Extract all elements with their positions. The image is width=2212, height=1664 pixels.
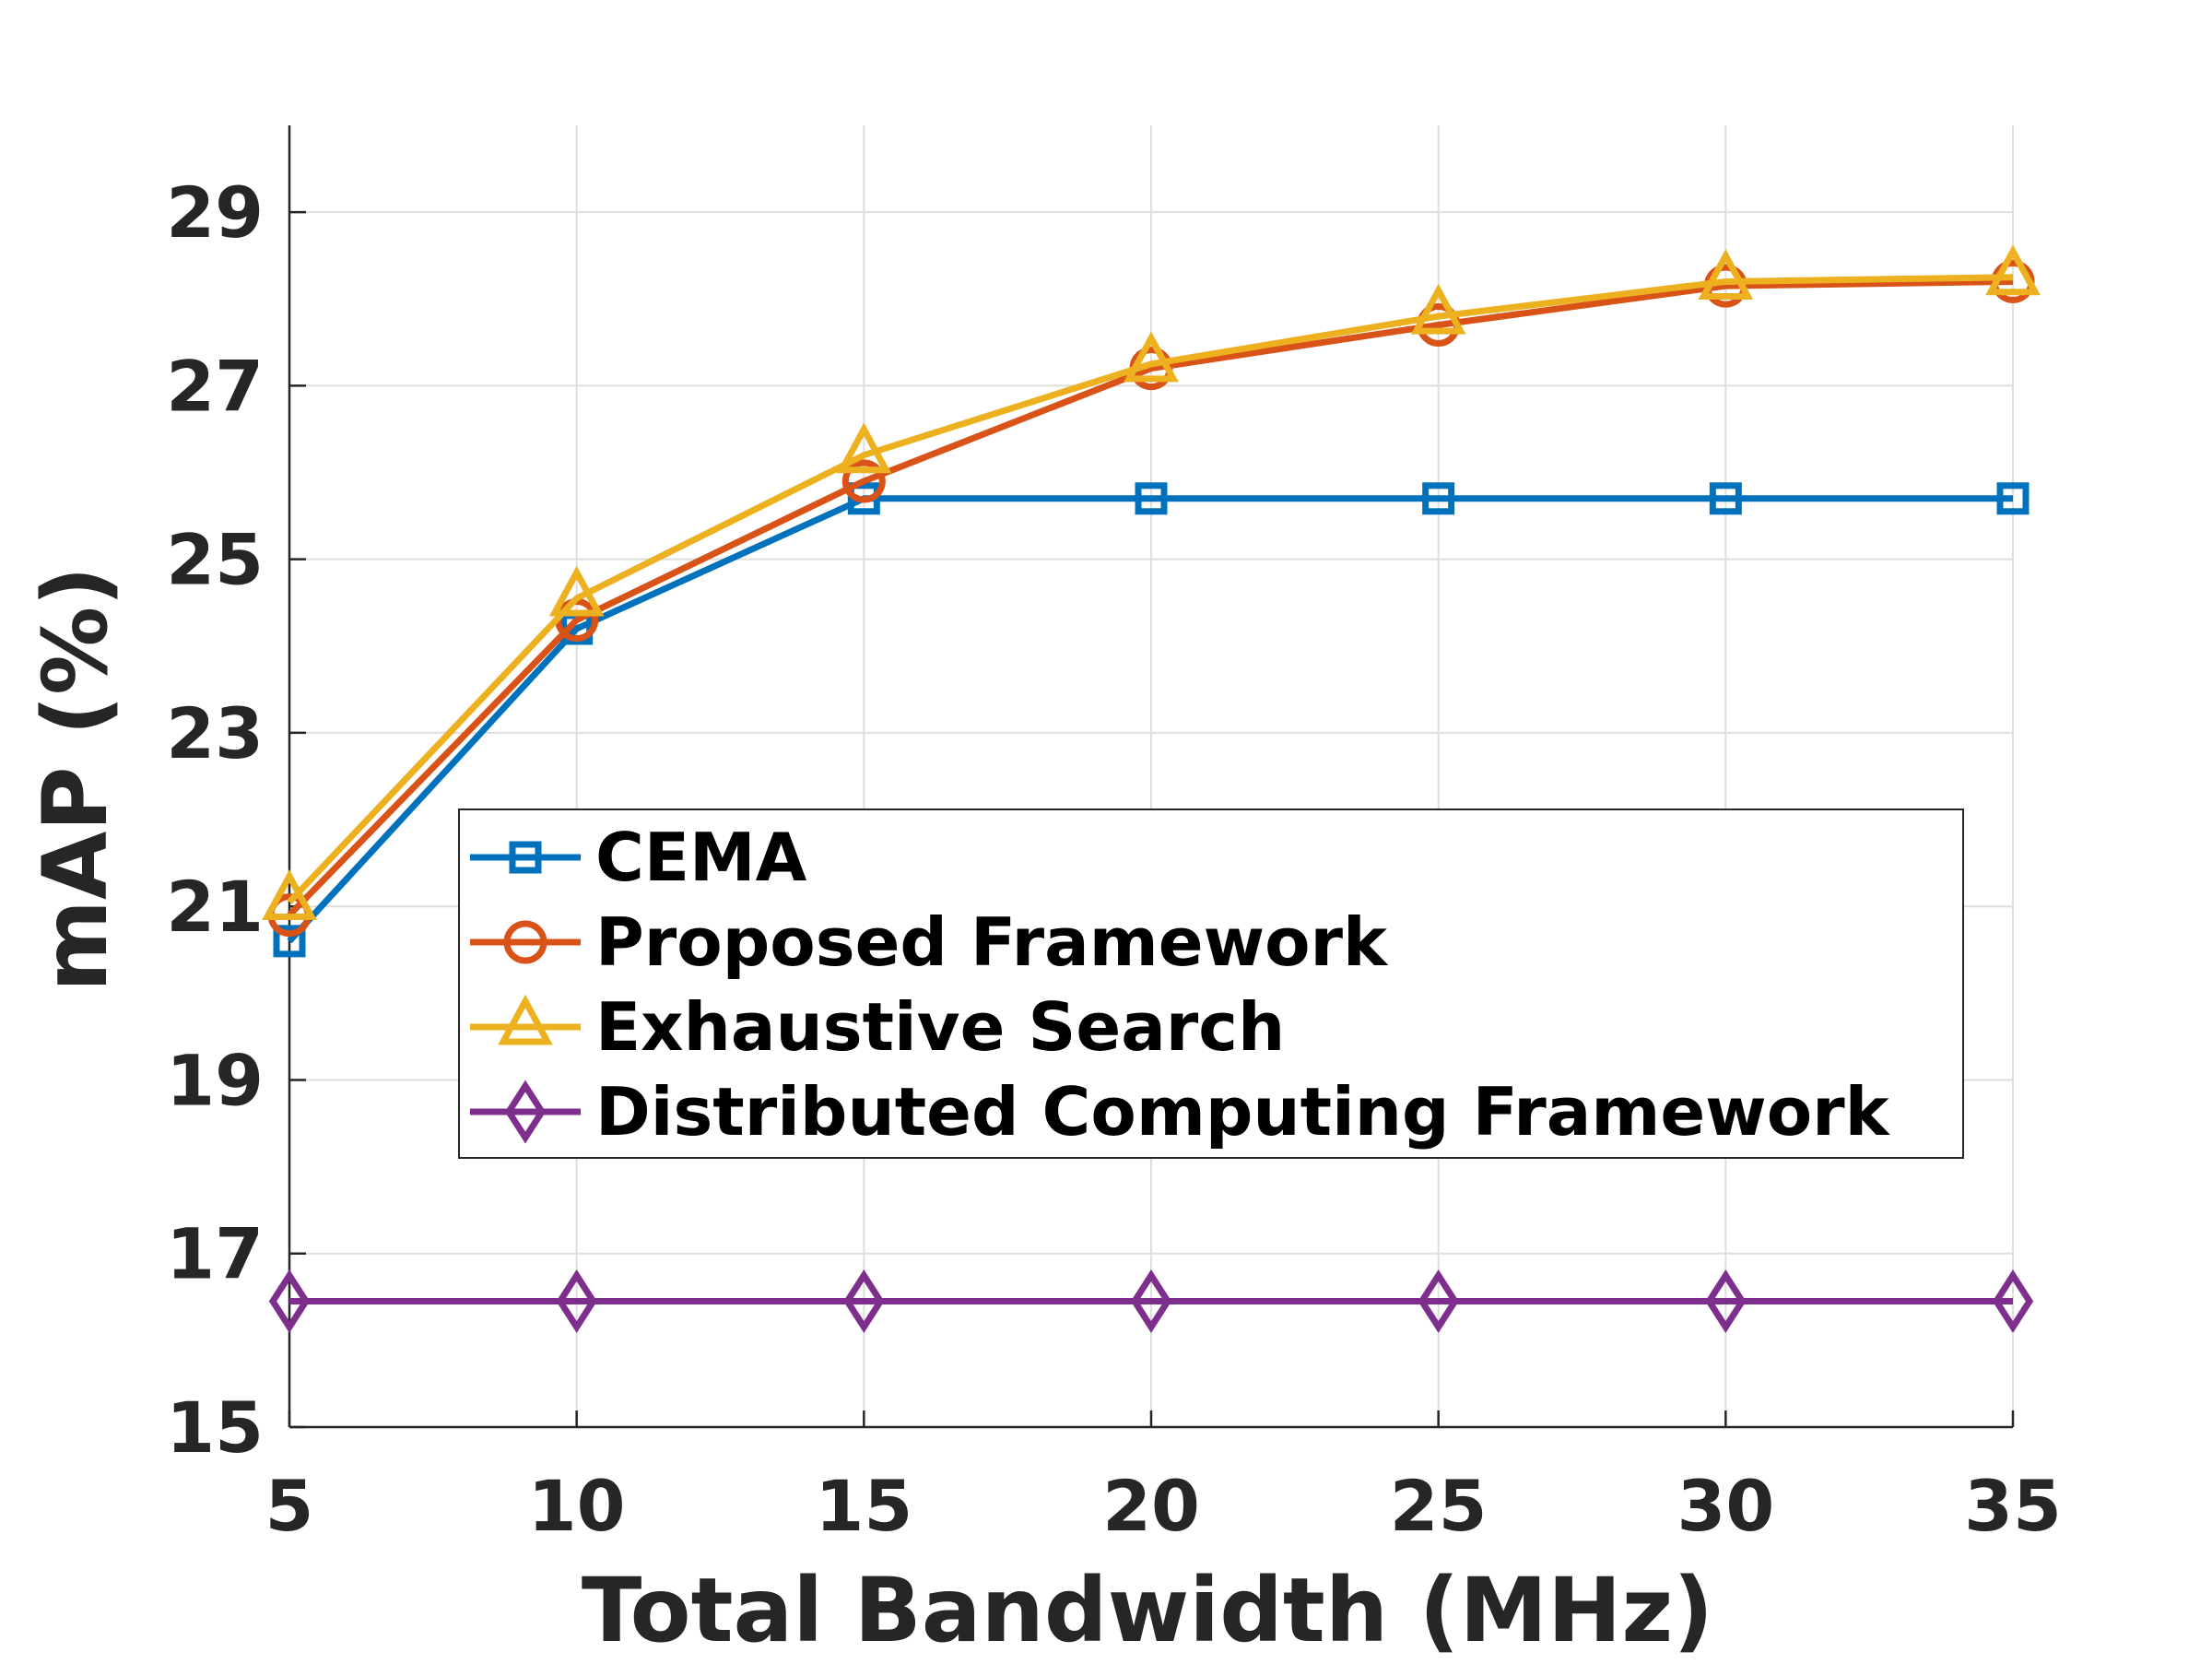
y-axis-title: mAP (%) [24, 566, 127, 992]
y-tick-label: 25 [166, 519, 264, 601]
y-tick-label: 15 [166, 1387, 264, 1469]
x-tick-label: 20 [1102, 1465, 1200, 1547]
legend-marker-triangle [498, 994, 553, 1045]
data-point-diamond [1705, 1269, 1747, 1333]
x-tick-label: 30 [1677, 1465, 1774, 1547]
legend-label: Exhaustive Search [595, 988, 1285, 1066]
y-tick-label: 29 [166, 171, 264, 254]
y-tick-label: 27 [166, 345, 264, 427]
x-tick-label: 25 [1390, 1465, 1488, 1547]
data-point-triangle [548, 565, 605, 617]
legend-label: Proposed Framework [595, 903, 1389, 981]
data-point-square [1709, 482, 1742, 515]
data-point-triangle [1410, 283, 1466, 335]
legend-marker-circle [503, 920, 547, 964]
data-point-diamond [1992, 1269, 2034, 1333]
series-exhaustive-search [262, 244, 2041, 920]
legend-label: Distributed Computing Framework [595, 1073, 1891, 1151]
legend-marker-square [509, 841, 542, 874]
data-point-triangle [836, 422, 892, 474]
data-point-diamond [843, 1269, 885, 1333]
data-point-square [1996, 482, 2030, 515]
data-point-circle [841, 459, 886, 503]
data-point-diamond [268, 1269, 311, 1333]
legend-label: CEMA [595, 819, 807, 896]
data-point-diamond [556, 1269, 597, 1333]
legend-item-exhaustive-search: Exhaustive Search [470, 988, 1285, 1066]
legend-box [458, 808, 1964, 1159]
data-point-square [1135, 482, 1168, 515]
legend-marker-diamond [504, 1080, 547, 1144]
legend-item-distributed-computing-framework: Distributed Computing Framework [470, 1073, 1891, 1151]
series-distributed-computing-framework [268, 1269, 2034, 1333]
data-point-triangle [1124, 331, 1179, 383]
data-point-square [273, 925, 306, 958]
series-layer [262, 244, 2041, 1333]
x-tick-label: 15 [815, 1465, 912, 1547]
legend-item-cema: CEMA [470, 819, 807, 896]
data-point-triangle [1698, 249, 1754, 300]
data-point-triangle [262, 869, 317, 920]
series-line [287, 495, 2013, 944]
data-point-triangle [1985, 244, 2041, 296]
x-tick-label: 35 [1964, 1465, 2062, 1547]
data-point-diamond [1418, 1269, 1459, 1333]
x-tick-label: 5 [265, 1465, 314, 1547]
x-axis-title: Total Bandwidth (MHz) [582, 1559, 1713, 1659]
ticks-layer: 5 10 15 20 25 30 35 15 17 19 21 23 25 27 29 [166, 171, 2062, 1547]
data-point-square [1422, 482, 1455, 515]
series-line [287, 274, 2014, 904]
y-tick-label: 21 [166, 866, 264, 948]
y-tick-label: 23 [166, 692, 264, 774]
legend-item-proposed-framework: Proposed Framework [470, 903, 1389, 981]
y-tick-label: 19 [166, 1039, 264, 1121]
x-tick-label: 10 [528, 1465, 626, 1547]
y-tick-label: 17 [166, 1213, 264, 1295]
series-line [287, 277, 2014, 918]
data-point-diamond [1130, 1269, 1172, 1333]
